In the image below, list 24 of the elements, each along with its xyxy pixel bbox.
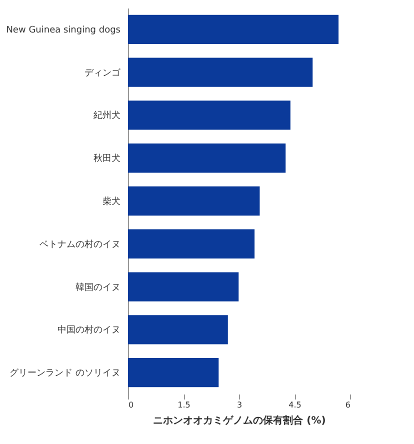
y-tick-label: 韓国のイヌ xyxy=(76,282,120,293)
x-tick-label: 1.5 xyxy=(178,400,190,410)
bar xyxy=(128,315,228,344)
y-tick-label: 柴犬 xyxy=(102,196,120,207)
y-tick-label: 中国の村のイヌ xyxy=(58,324,120,336)
bar xyxy=(128,272,239,302)
y-tick-label: 紀州犬 xyxy=(94,110,120,122)
x-tick-label: 4.5 xyxy=(288,400,302,410)
bar xyxy=(128,144,286,173)
y-tick-label: 秋田犬 xyxy=(94,153,120,164)
bar xyxy=(128,186,260,216)
x-tick-label: 3 xyxy=(236,400,242,410)
bar xyxy=(128,14,339,44)
x-axis-title: ニホンオオカミゲノムの保有割合 (%) xyxy=(153,414,326,426)
y-tick-label: グリーンランド のソリイヌ xyxy=(10,368,120,379)
bar xyxy=(128,58,313,87)
bar xyxy=(128,100,290,130)
y-tick-label: ディンゴ xyxy=(84,67,122,78)
y-tick-label: New Guinea singing dogs xyxy=(6,25,121,36)
x-tick-label: 0 xyxy=(128,400,134,410)
bar xyxy=(128,229,255,258)
y-tick-label: ベトナムの村のイヌ xyxy=(40,238,120,250)
bar xyxy=(128,358,219,388)
x-tick-label: 6 xyxy=(345,400,350,410)
